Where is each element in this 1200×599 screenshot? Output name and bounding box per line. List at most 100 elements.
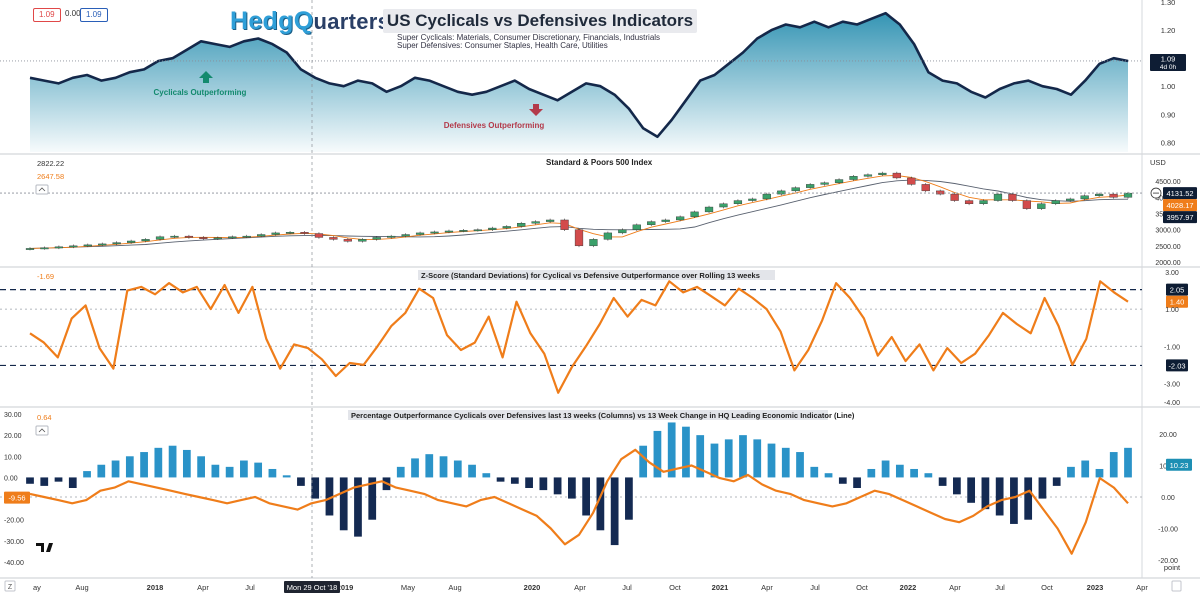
outperformance-column <box>240 460 248 478</box>
candle-body <box>545 219 555 222</box>
candle-body <box>993 193 1003 201</box>
x-tick-label: Jul <box>622 583 632 592</box>
outperformance-column <box>639 445 648 478</box>
outperformance-column <box>254 462 263 478</box>
outperformance-column <box>724 439 733 478</box>
outperformance-column <box>710 443 719 478</box>
candle-body <box>401 234 410 237</box>
x-tick-label: 2023 <box>1087 583 1104 592</box>
outperformance-column <box>1024 477 1033 520</box>
candle-body <box>647 221 656 226</box>
x-tick-label: Apr <box>761 583 773 592</box>
zscore-last-badge: 1.40 <box>1170 298 1185 307</box>
outperformance-column <box>682 426 690 478</box>
outperformance-column <box>867 468 876 478</box>
outperformance-column <box>1124 447 1132 478</box>
x-tick-label: 2021 <box>712 583 729 592</box>
outperformance-column <box>1067 466 1075 478</box>
candle-body <box>1066 198 1075 201</box>
outperformance-column <box>824 473 833 478</box>
candle-body <box>517 222 526 227</box>
outperformance-column <box>26 477 34 484</box>
left-y-tick-label: -40.00 <box>4 560 24 567</box>
y-tick-label: -3.00 <box>1164 381 1180 388</box>
outperformance-column <box>667 422 676 478</box>
candle-body <box>849 176 858 180</box>
legend-value-blue[interactable]: 1.09 <box>80 8 108 22</box>
outperformance-column <box>225 466 234 478</box>
outperformance-column <box>482 473 491 478</box>
outperformance-column <box>468 464 476 478</box>
lower-band-badge-bg <box>1166 359 1188 372</box>
page-title: US Cyclicals vs Defensives Indicators <box>383 9 697 33</box>
candle-body <box>329 237 338 240</box>
x-tick-label: Jul <box>810 583 820 592</box>
zscore-title-bg <box>418 270 775 280</box>
candle-body <box>372 237 381 240</box>
y-tick-label: 2500.00 <box>1155 244 1180 251</box>
outperformance-column <box>339 477 348 531</box>
right-y-tick-label: 20.00 <box>1159 432 1177 439</box>
collapse-button[interactable] <box>35 425 49 436</box>
candle-body <box>878 172 887 175</box>
timezone-button[interactable] <box>4 580 16 592</box>
outperformance-column <box>910 468 918 478</box>
outperformance-column <box>753 439 762 478</box>
outperformance-column <box>54 477 63 482</box>
left-y-tick-label: -20.00 <box>4 518 24 525</box>
candle-body <box>979 200 988 204</box>
candle-body <box>415 232 425 235</box>
candle-body <box>444 230 454 233</box>
chevron-up-icon <box>38 187 46 192</box>
x-tick-label: Apr <box>1136 583 1148 592</box>
candle-body <box>661 219 670 222</box>
outperformance-column <box>354 477 362 537</box>
y-tick-label: -4.00 <box>1164 400 1180 407</box>
y-tick-label: -1.00 <box>1164 344 1180 351</box>
ratio-line <box>29 11 1129 139</box>
sp-orange-value: 2647.58 <box>37 172 64 181</box>
outperformance-column <box>567 477 576 499</box>
candle-body <box>285 232 295 234</box>
outperformance-column <box>995 477 1004 516</box>
outperformance-column <box>938 477 947 486</box>
brand-logo: HedgQuarters <box>230 6 390 36</box>
left-y-tick-label: 0.00 <box>4 475 18 482</box>
outperformance-column <box>610 477 619 546</box>
outperformance-column <box>182 449 191 478</box>
right-y-tick-label: -20.00 <box>1158 558 1178 565</box>
candle-body <box>228 236 237 239</box>
legend-value-red[interactable]: 1.09 <box>33 8 61 22</box>
leading-indicator-line <box>29 448 1129 555</box>
candle-body <box>199 237 208 239</box>
zscore-top-value: -1.69 <box>37 272 54 281</box>
sp-ma-long <box>29 179 1129 249</box>
candle-body <box>907 177 916 185</box>
outperformance-column <box>325 477 334 516</box>
outperformance-column <box>368 477 377 520</box>
candle-body <box>127 240 136 243</box>
outperformance-column <box>268 468 277 478</box>
outperformance-column <box>767 443 776 478</box>
lei-title-bg <box>348 410 828 420</box>
outperformance-column <box>810 466 819 478</box>
collapse-button[interactable] <box>35 184 49 195</box>
lei-title: Percentage Outperformance Cyclicals over… <box>351 411 855 420</box>
outperformance-column <box>596 477 605 531</box>
x-tick-label: ay <box>33 583 41 592</box>
outperformance-column <box>553 477 562 495</box>
outperformance-column <box>881 460 890 478</box>
settings-button[interactable] <box>1171 580 1182 592</box>
y-tick-label: 3.00 <box>1165 270 1179 277</box>
outperformance-column <box>539 477 548 491</box>
candle-body <box>343 239 352 242</box>
sp-ma2-badge: 3957.97 <box>1166 213 1193 222</box>
candle-body <box>690 211 699 217</box>
outperformance-column <box>895 464 904 478</box>
x-tick-label: Oct <box>1041 583 1054 592</box>
outperformance-column <box>68 477 77 488</box>
candle-body <box>257 234 266 237</box>
outperformance-column <box>396 466 405 478</box>
candle-body <box>632 224 641 230</box>
sp-last-badge: 4131.52 <box>1166 189 1193 198</box>
